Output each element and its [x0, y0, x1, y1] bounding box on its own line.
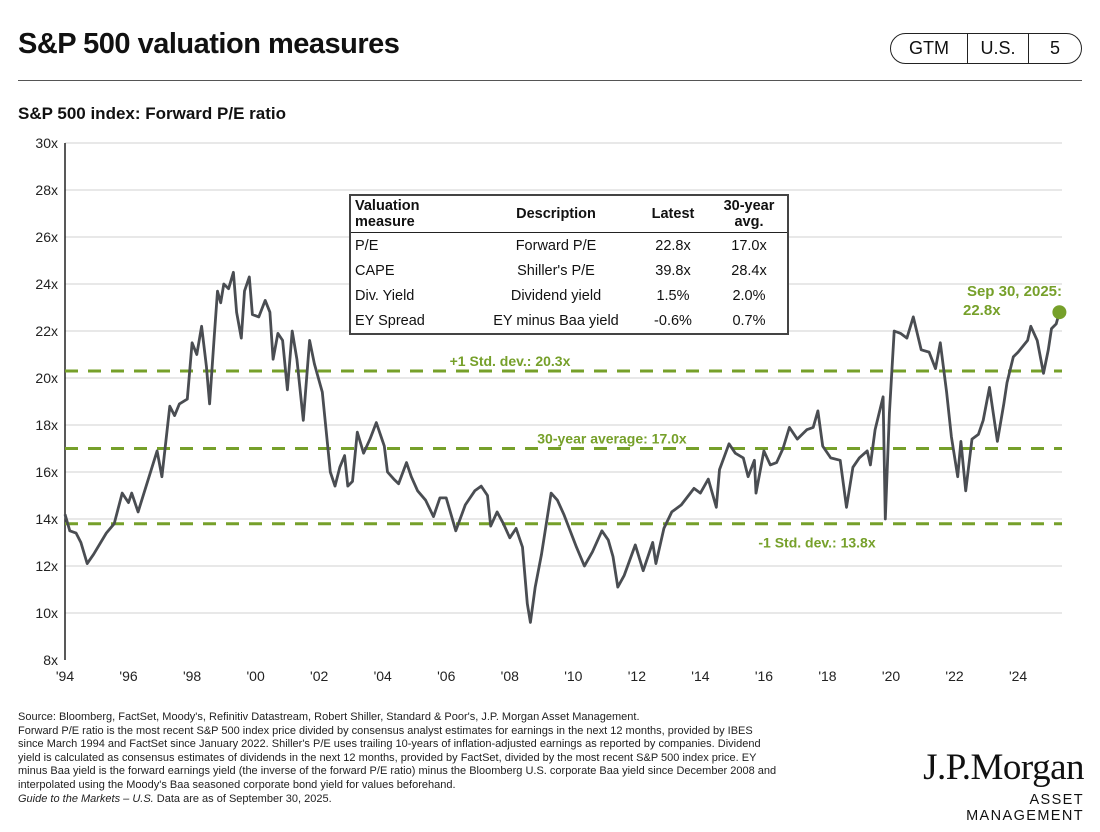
badge-page-number: 5	[1049, 38, 1060, 58]
page-title: S&P 500 valuation measures	[18, 28, 400, 60]
badge-region: U.S.	[968, 34, 1029, 63]
cell: 39.8x	[655, 262, 691, 279]
x-tick-label: '96	[119, 668, 137, 684]
col-header-description: Description	[477, 196, 635, 233]
table-row: P/E Forward P/E 22.8x 17.0x	[351, 233, 787, 259]
title-divider	[18, 80, 1082, 81]
x-tick-label: '98	[183, 668, 201, 684]
x-tick-label: '18	[818, 668, 836, 684]
reference-label: 30-year average: 17.0x	[537, 431, 687, 447]
x-tick-label: '24	[1009, 668, 1027, 684]
y-tick-label: 26x	[35, 229, 58, 245]
y-tick-label: 30x	[35, 135, 58, 151]
cell: EY minus Baa yield	[493, 312, 619, 329]
col-header-measure: Valuation measure	[351, 196, 477, 233]
x-tick-label: '16	[755, 668, 773, 684]
x-tick-label: '12	[628, 668, 646, 684]
x-tick-label: '00	[246, 668, 264, 684]
x-tick-label: '10	[564, 668, 582, 684]
y-tick-label: 10x	[35, 605, 58, 621]
x-tick-label: '22	[945, 668, 963, 684]
latest-annotation-value: 22.8x	[963, 302, 1001, 319]
pe-series-line	[63, 270, 1061, 624]
footnote-source: Source: Bloomberg, FactSet, Moody's, Ref…	[18, 711, 640, 723]
y-tick-label: 28x	[35, 182, 58, 198]
y-tick-label: 24x	[35, 276, 58, 292]
cell: CAPE	[355, 262, 395, 279]
cell: EY Spread	[355, 312, 425, 329]
y-tick-label: 22x	[35, 323, 58, 339]
latest-annotation-date: Sep 30, 2025:	[967, 283, 1062, 300]
logo-wordmark: J.P.Morgan	[923, 747, 1084, 788]
cell: 2.0%	[732, 287, 766, 304]
badge-gtm: GTM	[891, 34, 968, 63]
cell: P/E	[355, 237, 379, 254]
gtm-badge: GTM U.S. 5	[890, 33, 1082, 64]
cell: Div. Yield	[355, 287, 415, 304]
y-tick-label: 14x	[35, 511, 58, 527]
y-tick-label: 18x	[35, 417, 58, 433]
reference-label: +1 Std. dev.: 20.3x	[450, 353, 571, 369]
col-header-avg: 30-year avg.	[711, 196, 787, 233]
table-row: CAPE Shiller's P/E 39.8x 28.4x	[351, 258, 787, 283]
y-tick-label: 12x	[35, 558, 58, 574]
x-tick-label: '06	[437, 668, 455, 684]
valuation-table: Valuation measure Description Latest 30-…	[349, 194, 789, 335]
x-tick-label: '04	[374, 668, 392, 684]
asof-date: Data are as of September 30, 2025.	[153, 792, 332, 805]
cell: 22.8x	[655, 237, 691, 254]
y-tick-label: 16x	[35, 464, 58, 480]
x-tick-label: '94	[56, 668, 74, 684]
x-tick-label: '02	[310, 668, 328, 684]
table-row: Div. Yield Dividend yield 1.5% 2.0%	[351, 283, 787, 308]
y-tick-label: 8x	[43, 652, 58, 668]
cell: 0.7%	[732, 312, 766, 329]
cell: 1.5%	[656, 287, 690, 304]
cell: -0.6%	[654, 312, 692, 329]
footnote-body: Forward P/E ratio is the most recent S&P…	[18, 724, 777, 791]
cell: 28.4x	[731, 262, 767, 279]
pe-chart: 8x 10x 12x 14x 16x 18x 20x 22x 24x 26x 28x 30x '94 '9…	[35, 135, 1067, 684]
x-tick-label: '20	[882, 668, 900, 684]
col-header-latest: Latest	[635, 196, 711, 233]
y-tick-label: 20x	[35, 370, 58, 386]
guide-title: Guide to the Markets – U.S.	[18, 792, 154, 805]
reference-label: -1 Std. dev.: 13.8x	[758, 535, 875, 551]
cell: Dividend yield	[510, 287, 602, 304]
cell: Shiller's P/E	[517, 262, 595, 279]
footnote: Source: Bloomberg, FactSet, Moody's, Ref…	[18, 711, 778, 806]
cell: 17.0x	[731, 237, 767, 254]
table-row: EY Spread EY minus Baa yield -0.6% 0.7%	[351, 308, 787, 333]
x-tick-label: '08	[501, 668, 519, 684]
cell: Forward P/E	[515, 237, 597, 254]
footnote-asof: Guide to the Markets – U.S. Data are as …	[18, 793, 778, 807]
latest-point-marker	[1052, 305, 1067, 320]
jpmorgan-logo: J.P.Morgan ASSET MANAGEMENT	[918, 747, 1084, 825]
chart-title: S&P 500 index: Forward P/E ratio	[18, 104, 286, 123]
logo-tagline: ASSET MANAGEMENT	[966, 792, 1084, 824]
x-tick-label: '14	[691, 668, 709, 684]
